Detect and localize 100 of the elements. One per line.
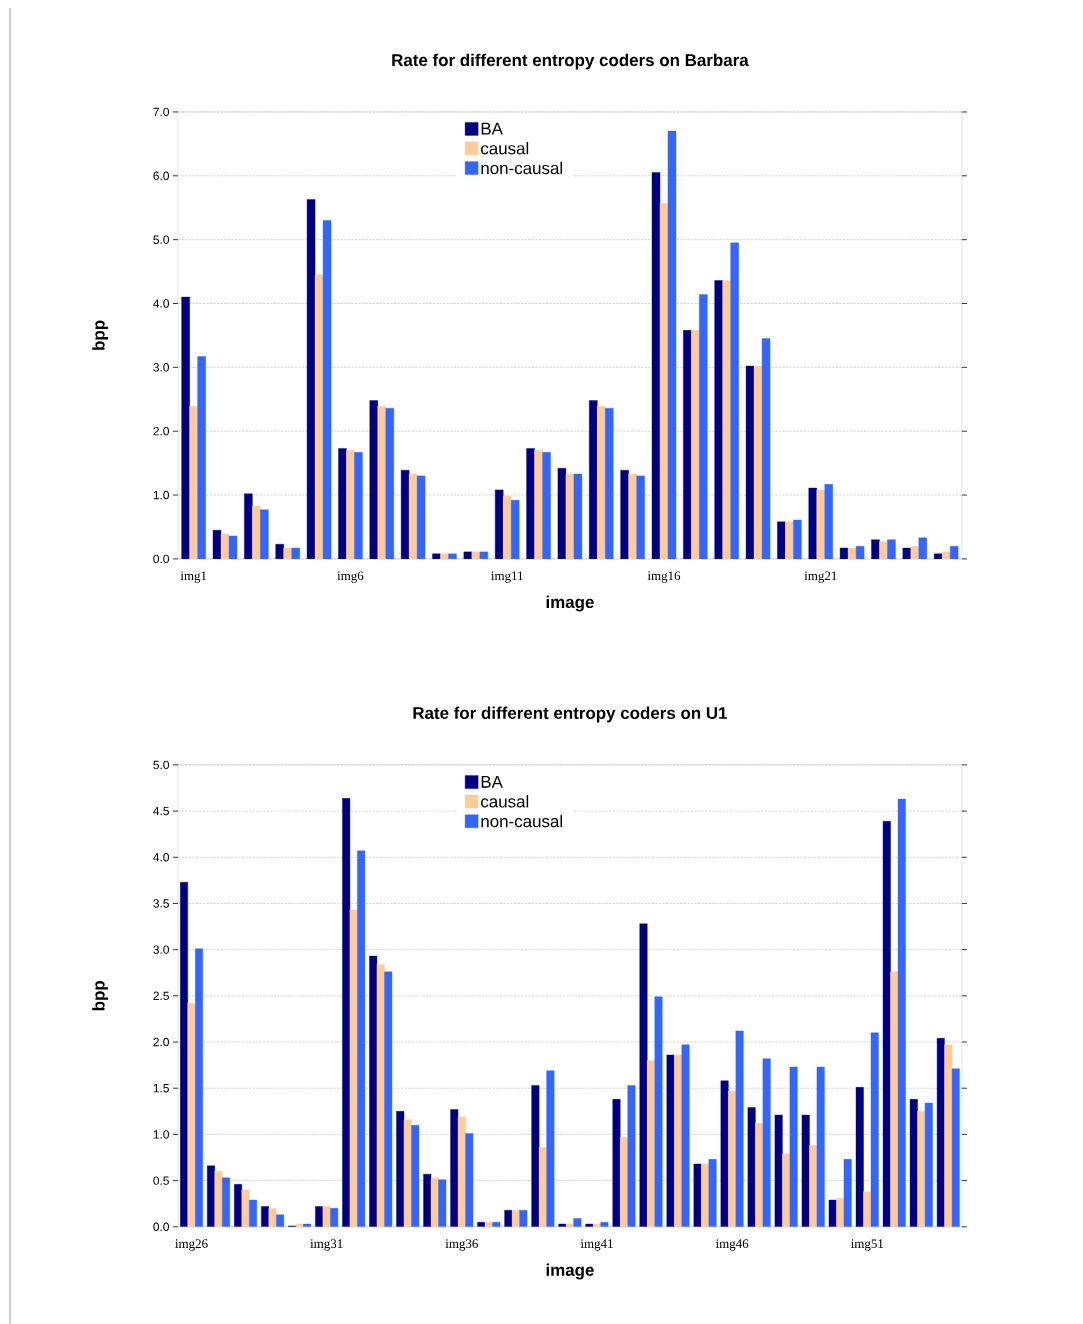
- y-tick-label: 7.0: [153, 107, 170, 117]
- bar: [396, 1111, 405, 1227]
- bar: [691, 330, 700, 559]
- legend-label: causal: [481, 141, 529, 155]
- bar: [585, 1223, 594, 1227]
- bar: [882, 821, 891, 1227]
- y-tick-label: 2.0: [153, 1037, 170, 1047]
- bar: [423, 1173, 432, 1227]
- bar: [666, 1054, 675, 1227]
- x-tick-label: img41: [580, 1239, 613, 1251]
- y-tick-label: 3.5: [153, 899, 170, 908]
- bar: [934, 553, 943, 559]
- bar: [628, 473, 637, 559]
- bar: [314, 274, 324, 559]
- bar: [369, 955, 378, 1227]
- bar: [346, 450, 355, 559]
- bar: [207, 1165, 216, 1227]
- bar: [471, 551, 481, 559]
- bar: [180, 882, 189, 1227]
- bar: [902, 547, 912, 559]
- bar: [910, 545, 920, 559]
- y-tick-label: 0.0: [153, 1222, 170, 1232]
- y-axis-title: bpp: [92, 320, 109, 350]
- legend-label: BA: [481, 775, 503, 788]
- bar: [722, 280, 731, 559]
- bar: [651, 172, 661, 559]
- x-tick-label: img51: [851, 1239, 884, 1251]
- bar: [871, 539, 880, 559]
- bar: [589, 400, 598, 559]
- bar: [252, 505, 261, 559]
- bar: [855, 1087, 864, 1227]
- x-tick-label: img31: [310, 1239, 343, 1251]
- x-tick-label: img1: [180, 571, 207, 583]
- bar: [683, 330, 692, 559]
- bar: [774, 1114, 783, 1227]
- bar: [557, 468, 567, 559]
- bar: [189, 406, 198, 559]
- x-tick-label: img11: [491, 571, 523, 583]
- y-tick-label: 4.0: [153, 299, 170, 308]
- bar: [534, 450, 543, 559]
- bar: [495, 489, 504, 559]
- y-tick-label: 5.0: [153, 760, 170, 770]
- bar: [440, 553, 449, 559]
- y-tick-label: 3.0: [153, 363, 170, 372]
- bar: [720, 1080, 729, 1227]
- bar: [369, 400, 379, 559]
- x-tick-label: img36: [445, 1239, 479, 1251]
- y-tick-label: 4.5: [153, 806, 170, 816]
- bar: [503, 496, 512, 559]
- bar: [753, 365, 763, 559]
- legend-label: causal: [481, 795, 529, 808]
- bar: [220, 533, 230, 559]
- chart-title: Rate for different entropy coders on Barbara: [392, 53, 749, 70]
- bar: [936, 1038, 945, 1227]
- bar: [531, 1085, 540, 1227]
- bar: [747, 1107, 756, 1227]
- y-tick-label: 6.0: [153, 171, 170, 181]
- bar: [565, 473, 575, 559]
- legend-label: non-causal: [481, 814, 563, 828]
- bar: [181, 296, 190, 559]
- x-axis-title: image: [546, 595, 594, 612]
- bar: [801, 1114, 810, 1227]
- x-tick-label: img6: [337, 571, 364, 583]
- y-tick-label: 1.0: [153, 490, 170, 500]
- bar: [597, 406, 606, 559]
- bar: [558, 1223, 567, 1227]
- bar: [879, 541, 888, 559]
- bar: [338, 448, 347, 559]
- bar: [816, 489, 826, 559]
- bar: [612, 1099, 621, 1227]
- bar: [401, 469, 410, 559]
- y-tick-label: 0.0: [153, 554, 170, 564]
- bar: [808, 487, 818, 559]
- bar: [377, 406, 387, 559]
- legend-label: BA: [481, 122, 503, 135]
- bar: [342, 797, 351, 1227]
- bar: [714, 280, 723, 559]
- x-axis-title: image: [546, 1263, 594, 1280]
- bar: [306, 199, 316, 559]
- bar: [620, 469, 629, 559]
- bar: [777, 521, 786, 559]
- bar: [212, 529, 222, 559]
- bar: [942, 551, 951, 559]
- y-tick-label: 3.0: [153, 945, 170, 954]
- y-tick-label: 5.0: [153, 235, 170, 244]
- bar: [848, 547, 857, 559]
- bar: [785, 521, 794, 559]
- bar: [745, 365, 755, 559]
- y-tick-label: 1.0: [153, 1130, 170, 1139]
- bar: [828, 1199, 837, 1227]
- bar: [659, 203, 669, 559]
- x-tick-label: img21: [804, 571, 837, 583]
- bar: [909, 1099, 918, 1227]
- bar: [244, 493, 253, 559]
- y-tick-label: 2.0: [153, 426, 170, 436]
- y-tick-label: 1.5: [153, 1084, 170, 1093]
- y-tick-label: 2.5: [153, 991, 170, 1001]
- bar: [840, 547, 849, 559]
- bar: [693, 1163, 702, 1227]
- legend-label: non-causal: [481, 161, 563, 175]
